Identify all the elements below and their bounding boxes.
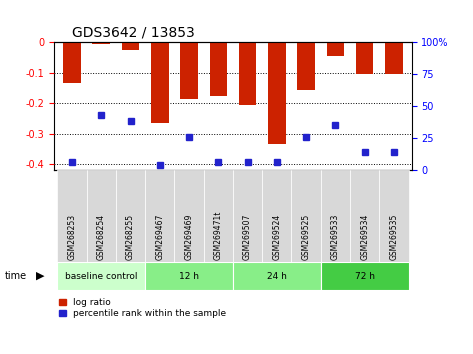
Text: GSM269471t: GSM269471t xyxy=(214,211,223,260)
Bar xyxy=(63,42,81,84)
Text: ▶: ▶ xyxy=(35,271,44,281)
Text: GSM269469: GSM269469 xyxy=(184,214,193,260)
Text: GSM269467: GSM269467 xyxy=(155,214,164,260)
Bar xyxy=(356,42,374,74)
Bar xyxy=(327,42,344,56)
Bar xyxy=(291,170,321,262)
Bar xyxy=(87,170,116,262)
Text: baseline control: baseline control xyxy=(65,272,138,281)
Text: 12 h: 12 h xyxy=(179,272,199,281)
Bar xyxy=(321,170,350,262)
Text: GSM268255: GSM268255 xyxy=(126,214,135,260)
Text: GSM269525: GSM269525 xyxy=(302,214,311,260)
Text: 24 h: 24 h xyxy=(267,272,287,281)
Bar xyxy=(116,170,145,262)
Bar xyxy=(239,42,256,105)
Bar xyxy=(262,170,291,262)
Bar xyxy=(145,262,233,290)
Bar xyxy=(385,42,403,74)
Bar xyxy=(180,42,198,99)
Text: GSM269524: GSM269524 xyxy=(272,214,281,260)
Bar xyxy=(57,262,145,290)
Text: GSM269533: GSM269533 xyxy=(331,214,340,260)
Bar xyxy=(57,170,87,262)
Text: time: time xyxy=(5,271,27,281)
Legend: log ratio, percentile rank within the sample: log ratio, percentile rank within the sa… xyxy=(59,298,227,318)
Bar xyxy=(233,262,321,290)
Text: GSM269535: GSM269535 xyxy=(389,214,398,260)
Text: GSM269534: GSM269534 xyxy=(360,214,369,260)
Text: GDS3642 / 13853: GDS3642 / 13853 xyxy=(72,26,195,40)
Text: GSM268253: GSM268253 xyxy=(68,214,77,260)
Bar xyxy=(379,170,409,262)
Bar xyxy=(145,170,175,262)
Bar xyxy=(210,42,227,96)
Bar xyxy=(350,170,379,262)
Text: GSM268254: GSM268254 xyxy=(97,214,106,260)
Text: 72 h: 72 h xyxy=(355,272,375,281)
Text: GSM269507: GSM269507 xyxy=(243,214,252,260)
Bar xyxy=(175,170,204,262)
Bar xyxy=(298,42,315,90)
Bar xyxy=(204,170,233,262)
Bar xyxy=(92,42,110,44)
Bar xyxy=(268,42,286,144)
Bar xyxy=(321,262,409,290)
Bar xyxy=(151,42,168,123)
Bar xyxy=(122,42,139,50)
Bar xyxy=(233,170,262,262)
